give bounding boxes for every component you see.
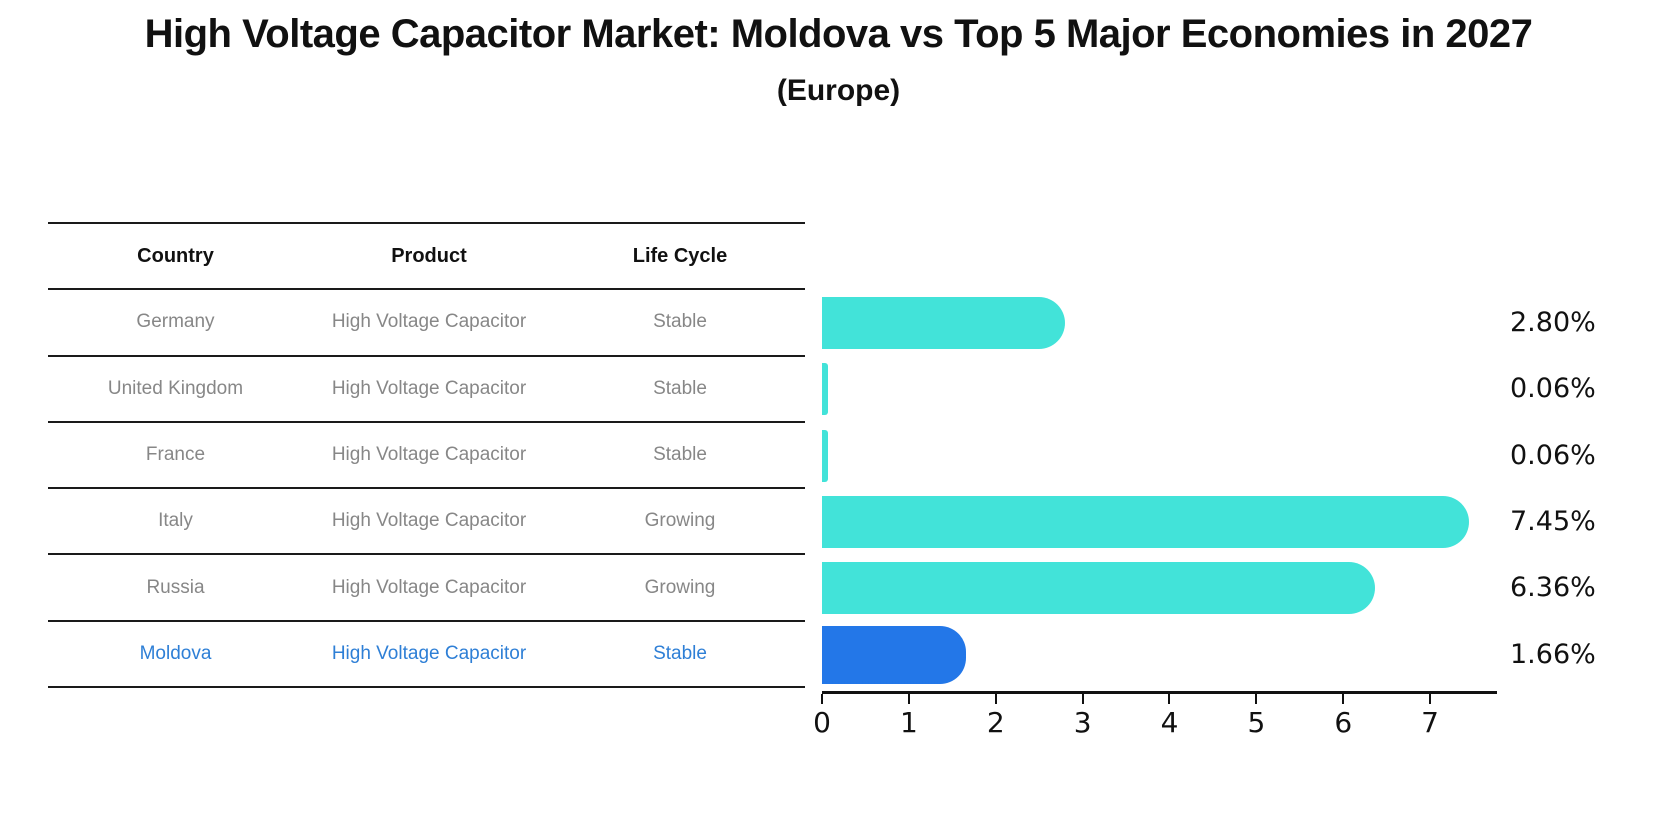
bar-row-italy: 7.45%	[822, 489, 1677, 555]
value-label-moldova: 1.66%	[1510, 638, 1596, 670]
country-cell: France	[145, 444, 206, 466]
bar-italy	[822, 495, 1470, 548]
lifecycle-cell: Stable	[653, 311, 707, 333]
x-axis-tick-label: 3	[1073, 706, 1092, 739]
table-header-row: Country Product Life Cycle	[48, 224, 805, 291]
bar-row-united-kingdom: 0.06%	[822, 356, 1677, 422]
x-axis-tick-label: 2	[986, 706, 1005, 739]
x-axis-tick-label: 1	[899, 706, 918, 739]
country-cell: Russia	[146, 576, 205, 598]
bar-united-kingdom	[822, 363, 828, 416]
x-axis-tick-label: 4	[1160, 706, 1179, 739]
column-header-country: Country	[137, 244, 214, 267]
value-label-france: 0.06%	[1510, 439, 1596, 471]
lifecycle-cell: Growing	[644, 510, 716, 532]
x-axis-tick-label: 6	[1334, 706, 1353, 739]
x-axis-tick	[1342, 694, 1345, 704]
value-label-italy: 7.45%	[1510, 505, 1596, 537]
value-label-united-kingdom: 0.06%	[1510, 373, 1596, 405]
column-header-lifecycle: Life Cycle	[632, 244, 728, 267]
lifecycle-cell: Stable	[653, 444, 707, 466]
country-cell: Germany	[136, 311, 215, 333]
bar-row-moldova: 1.66%	[822, 622, 1677, 688]
product-cell: High Voltage Capacitor	[331, 642, 527, 664]
x-axis-tick	[1081, 694, 1084, 704]
product-cell: High Voltage Capacitor	[331, 377, 527, 399]
bar-row-france: 0.06%	[822, 423, 1677, 489]
column-header-product: Product	[391, 244, 467, 267]
bar-france	[822, 429, 828, 482]
lifecycle-cell: Growing	[644, 576, 716, 598]
page-title: High Voltage Capacitor Market: Moldova v…	[144, 12, 1533, 56]
bar-germany	[822, 297, 1066, 349]
x-axis-tick	[907, 694, 910, 704]
x-axis-tick	[1168, 694, 1171, 704]
table-row-russia: Russia High Voltage Capacitor Growing	[48, 555, 805, 622]
product-cell: High Voltage Capacitor	[331, 576, 527, 598]
table-row-germany: Germany High Voltage Capacitor Stable	[48, 290, 805, 357]
x-axis-line	[822, 691, 1497, 694]
bar-russia	[822, 562, 1375, 615]
product-cell: High Voltage Capacitor	[331, 444, 527, 466]
table-row-united-kingdom: United Kingdom High Voltage Capacitor St…	[48, 357, 805, 423]
country-cell: United Kingdom	[107, 377, 244, 399]
table-row-france: France High Voltage Capacitor Stable	[48, 423, 805, 490]
table-row-italy: Italy High Voltage Capacitor Growing	[48, 489, 805, 556]
product-cell: High Voltage Capacitor	[331, 311, 527, 333]
x-axis-tick-label: 5	[1247, 706, 1266, 739]
country-table: Country Product Life Cycle Germany High …	[48, 222, 805, 689]
bar-row-russia: 6.36%	[822, 555, 1677, 621]
value-label-russia: 6.36%	[1510, 572, 1596, 604]
x-axis-tick-label: 0	[813, 706, 831, 739]
page-subtitle: (Europe)	[776, 74, 901, 107]
x-axis-tick	[994, 694, 997, 704]
x-axis-tick	[1429, 694, 1432, 704]
lifecycle-cell: Stable	[653, 377, 707, 399]
bar-moldova-highlighted	[822, 625, 967, 684]
table-row-moldova: Moldova High Voltage Capacitor Stable	[48, 622, 805, 689]
x-axis-tick-label: 7	[1421, 706, 1440, 739]
country-cell: Italy	[158, 510, 193, 532]
x-axis-tick	[1255, 694, 1258, 704]
lifecycle-cell: Stable	[653, 642, 707, 664]
bar-row-germany: 2.80%	[822, 290, 1677, 356]
product-cell: High Voltage Capacitor	[331, 510, 527, 532]
value-label-germany: 2.80%	[1510, 307, 1596, 338]
x-axis-tick	[821, 694, 823, 704]
country-cell: Moldova	[139, 642, 212, 664]
